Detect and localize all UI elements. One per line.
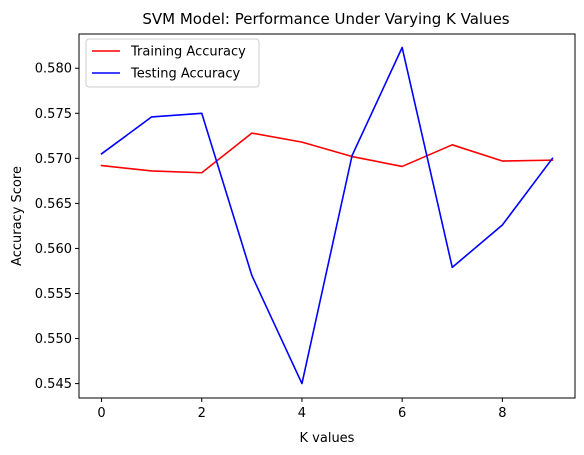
y-tick-label: 0.555 (35, 287, 72, 302)
legend-label-training: Training Accuracy (130, 45, 246, 60)
x-tick-label: 8 (498, 406, 506, 421)
y-tick-label: 0.570 (35, 152, 72, 167)
legend: Training Accuracy Testing Accuracy (85, 38, 260, 88)
x-tick-label: 6 (398, 406, 406, 421)
y-tick-label: 0.580 (35, 62, 72, 77)
x-tick-label: 2 (198, 406, 206, 421)
legend-box (85, 38, 260, 88)
y-tick-label: 0.560 (35, 242, 72, 257)
y-tick-label: 0.575 (35, 107, 72, 122)
y-tick-label: 0.550 (35, 332, 72, 347)
x-axis-label: K values (300, 431, 355, 446)
legend-label-testing: Testing Accuracy (130, 67, 240, 82)
y-axis: 0.545 0.550 0.555 0.560 0.565 0.570 0.575 0.580 (35, 62, 79, 392)
series-line-1 (100, 46, 554, 385)
y-tick-label: 0.565 (35, 197, 72, 212)
series-line-0 (100, 132, 554, 174)
chart-title: SVM Model: Performance Under Varying K V… (142, 10, 509, 28)
y-axis-label: Accuracy Score (10, 166, 25, 266)
plot-frame (78, 33, 576, 399)
y-tick-label: 0.545 (35, 377, 72, 392)
x-axis: 0 2 4 6 8 (97, 398, 506, 421)
x-tick-label: 0 (97, 406, 105, 421)
plot-area (100, 46, 554, 385)
x-tick-label: 4 (298, 406, 306, 421)
